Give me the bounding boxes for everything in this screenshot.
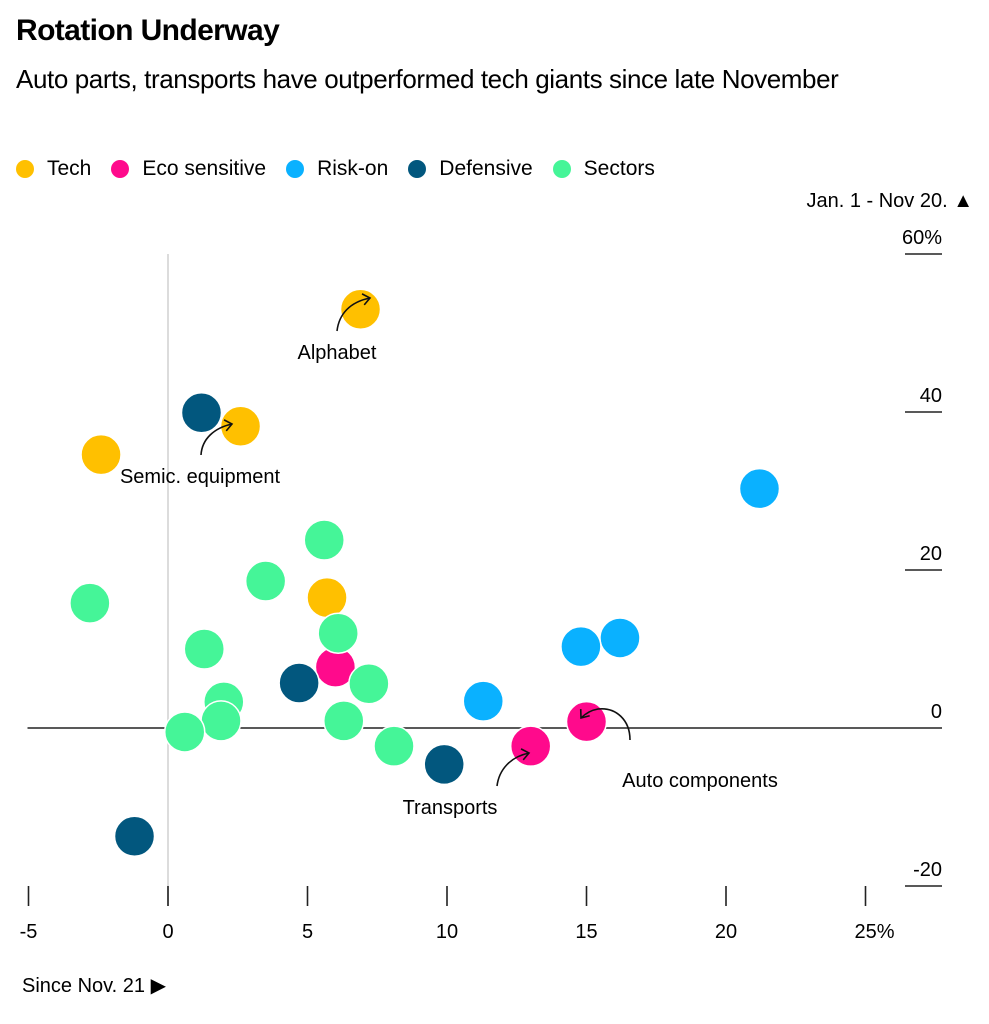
y-tick-label: 20 <box>920 543 942 565</box>
annotation-arrow-alphabet <box>336 297 371 332</box>
legend-swatch-defensive <box>408 160 427 178</box>
data-point-risk-on <box>462 680 505 722</box>
axes-layer: 60% 40 20 0 -20 -5 0 5 10 15 20 25% <box>20 227 943 943</box>
data-point-sectors <box>200 700 242 742</box>
legend-item-eco-sensitive: Eco sensitive <box>111 157 266 181</box>
annotation-label-auto-components: Auto components <box>622 770 778 792</box>
data-point-sectors <box>244 560 287 602</box>
legend-swatch-sectors <box>552 160 571 178</box>
legend-item-risk-on: Risk-on <box>286 157 388 181</box>
data-point-defensive <box>278 662 320 704</box>
data-point-eco-sensitive <box>565 700 608 743</box>
legend-label-tech: Tech <box>47 157 92 180</box>
chart-subtitle: Auto parts, transports have outperformed… <box>16 64 839 94</box>
annotation-arrow-auto-components <box>580 708 631 741</box>
annotation-arrowhead-auto-components <box>579 709 590 720</box>
annotation-arrowhead-semic-equipment <box>223 419 234 432</box>
data-point-sectors <box>69 582 111 624</box>
legend: Tech Eco sensitive Risk-on Defensive Sec… <box>16 157 675 181</box>
data-point-sectors <box>183 628 226 670</box>
data-point-tech <box>339 288 382 331</box>
y-tick-label: -20 <box>913 859 942 881</box>
y-tick-label: 40 <box>920 385 942 407</box>
y-tick-label: 0 <box>931 701 942 723</box>
annotation-arrowhead-transports <box>520 748 531 761</box>
data-point-tech <box>306 576 348 619</box>
y-tick-label: 60% <box>902 227 942 249</box>
legend-swatch-tech <box>16 160 34 178</box>
legend-item-defensive: Defensive <box>408 157 533 181</box>
x-tick-label: -5 <box>20 921 38 943</box>
annotation-label-alphabet: Alphabet <box>298 342 377 364</box>
data-point-sectors <box>317 612 359 654</box>
data-point-sectors <box>373 725 415 767</box>
data-point-sectors <box>348 663 390 705</box>
data-point-defensive <box>180 392 223 434</box>
x-tick-label: 5 <box>302 921 313 943</box>
data-point-risk-on <box>560 625 602 668</box>
legend-item-tech: Tech <box>16 157 91 181</box>
data-point-sectors <box>323 700 365 742</box>
legend-label-defensive: Defensive <box>439 157 533 180</box>
data-point-defensive <box>113 815 156 857</box>
dots-layer <box>69 288 781 857</box>
data-point-risk-on <box>599 617 641 659</box>
data-point-sectors <box>303 519 345 561</box>
annotations-layer: Alphabet Semic. equipment Transports Auto c… <box>120 293 778 819</box>
data-point-tech <box>219 405 262 447</box>
legend-item-sectors: Sectors <box>552 157 655 181</box>
y-axis-caption: Jan. 1 - Nov 20. ▲ <box>806 190 973 212</box>
x-tick-label: 15 <box>575 921 597 943</box>
legend-swatch-risk-on <box>286 160 305 178</box>
data-point-tech <box>80 433 122 476</box>
x-tick-label: 0 <box>162 921 173 943</box>
x-axis-caption: Since Nov. 21 ▶ <box>22 975 166 997</box>
annotation-label-semic-equipment: Semic. equipment <box>120 466 281 488</box>
legend-swatch-eco-sensitive <box>111 160 130 178</box>
annotation-arrow-semic-equipment <box>200 423 233 456</box>
legend-label-sectors: Sectors <box>583 157 655 180</box>
data-point-eco-sensitive <box>509 725 552 767</box>
chart-title: Rotation Underway <box>16 14 280 47</box>
legend-label-risk-on: Risk-on <box>317 157 389 180</box>
x-tick-label: 20 <box>715 921 737 943</box>
x-tick-label: 25% <box>854 921 894 943</box>
data-point-defensive <box>423 743 465 786</box>
data-point-sectors <box>163 711 206 753</box>
data-point-risk-on <box>738 467 781 510</box>
legend-label-eco-sensitive: Eco sensitive <box>142 157 267 180</box>
annotation-label-transports: Transports <box>403 797 498 819</box>
x-tick-label: 10 <box>436 921 458 943</box>
annotation-arrowhead-alphabet <box>361 293 372 306</box>
annotation-arrow-transports <box>496 752 530 787</box>
